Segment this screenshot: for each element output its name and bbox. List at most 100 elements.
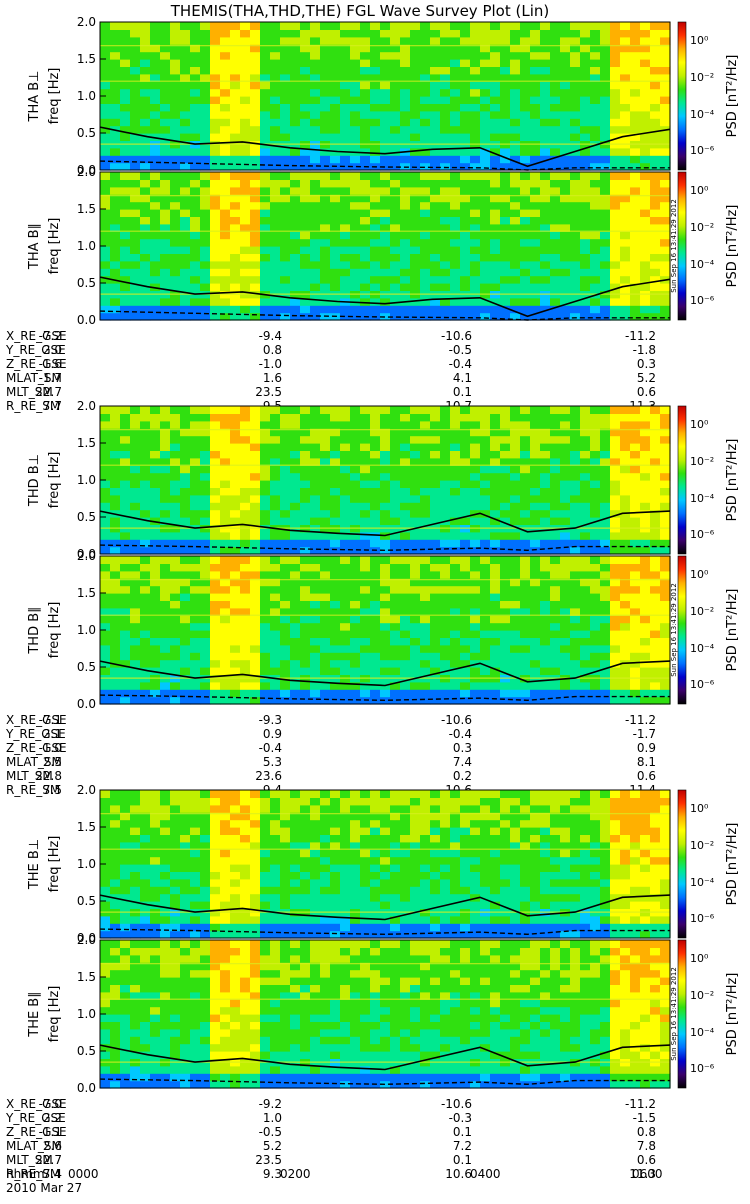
spectrogram-cell (300, 660, 311, 668)
spectrogram-cell (170, 600, 181, 608)
spectrogram-cell (150, 443, 161, 451)
spectrogram-cell (530, 81, 541, 89)
spectrogram-cell (210, 450, 221, 458)
spectrogram-cell (160, 172, 171, 180)
spectrogram-cell (310, 89, 321, 97)
spectrogram-cell (660, 443, 671, 451)
spectrogram-cell (250, 406, 261, 414)
spectrogram-cell (450, 179, 461, 187)
spectrogram-cell (640, 52, 651, 60)
spectrogram-cell (360, 413, 371, 421)
spectrogram-cell (330, 268, 341, 276)
spectrogram-cell (290, 563, 301, 571)
spectrogram-cell (590, 96, 601, 104)
spectrogram-cell (570, 593, 581, 601)
spectrogram-cell (640, 517, 651, 525)
spectrogram-cell (160, 849, 171, 857)
spectrogram-cell (350, 37, 361, 45)
ephemeris-value: -9.3 (259, 713, 282, 727)
spectrogram-cell (600, 22, 611, 30)
spectrogram-cell (350, 179, 361, 187)
spectrogram-cell (360, 510, 371, 518)
spectrogram-cell (560, 571, 571, 579)
spectrogram-cell (120, 313, 131, 321)
spectrogram-cell (590, 443, 601, 451)
spectrogram-cell (430, 539, 441, 547)
spectrogram-cell (450, 443, 461, 451)
spectrogram-cell (580, 81, 591, 89)
spectrogram-cell (510, 59, 521, 67)
spectrogram-cell (230, 879, 241, 887)
spectrogram-cell (650, 421, 661, 429)
spectrogram-cell (530, 231, 541, 239)
spectrogram-cell (230, 667, 241, 675)
spectrogram-cell (150, 59, 161, 67)
spectrogram-cell (110, 187, 121, 195)
spectrogram-cell (420, 652, 431, 660)
spectrogram-cell (120, 931, 131, 939)
spectrogram-cell (610, 148, 621, 156)
spectrogram-cell (490, 600, 501, 608)
spectrogram-cell (280, 66, 291, 74)
spectrogram-cell (610, 163, 621, 171)
spectrogram-cell (340, 623, 351, 631)
spectrogram-cell (570, 660, 581, 668)
spectrogram-cell (460, 443, 471, 451)
spectrogram-cell (490, 52, 501, 60)
spectrogram-cell (140, 436, 151, 444)
spectrogram-cell (370, 29, 381, 37)
y-tick-label: 0.0 (77, 697, 96, 711)
spectrogram-cell (170, 406, 181, 414)
spectrogram-cell (460, 246, 471, 254)
y-tick-label: 2.0 (77, 15, 96, 29)
spectrogram-cell (220, 276, 231, 284)
spectrogram-cell (370, 637, 381, 645)
spectrogram-cell (160, 202, 171, 210)
spectrogram-cell (660, 682, 671, 690)
spectrogram-cell (460, 126, 471, 134)
spectrogram-cell (430, 239, 441, 247)
spectrogram-cell (120, 29, 131, 37)
spectrogram-cell (100, 261, 111, 269)
spectrogram-cell (270, 450, 281, 458)
spectrogram-cell (570, 517, 581, 525)
spectrogram-cell (240, 239, 251, 247)
spectrogram-cell (380, 89, 391, 97)
spectrogram-cell (220, 187, 231, 195)
spectrogram-cell (310, 608, 321, 616)
spectrogram-cell (650, 615, 661, 623)
spectrogram-cell (300, 450, 311, 458)
spectrogram-cell (350, 532, 361, 540)
spectrogram-cell (490, 593, 501, 601)
spectrogram-cell (600, 276, 611, 284)
spectrogram-cell (360, 495, 371, 503)
spectrogram-cell (160, 298, 171, 306)
colorbar-tick: 10⁻⁴ (690, 108, 715, 121)
spectrogram-cell (220, 916, 231, 924)
spectrogram-cell (240, 480, 251, 488)
spectrogram-cell (260, 133, 271, 141)
spectrogram-cell (300, 29, 311, 37)
spectrogram-cell (170, 421, 181, 429)
spectrogram-cell (510, 253, 521, 261)
spectrogram-cell (360, 667, 371, 675)
spectrogram-cell (110, 864, 121, 872)
spectrogram-cell (550, 66, 561, 74)
spectrogram-cell (310, 172, 321, 180)
spectrogram-cell (600, 480, 611, 488)
spectrogram-cell (430, 600, 441, 608)
ephemeris-value: 22.8 (35, 769, 62, 783)
spectrogram-cell (100, 406, 111, 414)
spectrogram-cell (380, 148, 391, 156)
spectrogram-cell (550, 421, 561, 429)
spectrogram-cell (450, 268, 461, 276)
spectrogram-cell (370, 81, 381, 89)
spectrogram-cell (190, 443, 201, 451)
spectrogram-cell (220, 857, 231, 865)
spectrogram-cell (170, 413, 181, 421)
spectrogram-cell (560, 103, 571, 111)
spectrogram-cell (250, 261, 261, 269)
spectrogram-cell (170, 849, 181, 857)
spectrogram-cell (130, 179, 141, 187)
